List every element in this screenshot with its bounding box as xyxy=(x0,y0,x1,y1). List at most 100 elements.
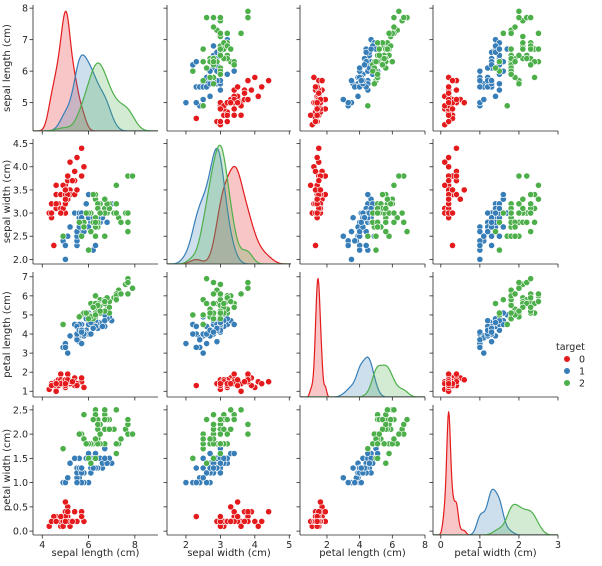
plot-area xyxy=(45,275,136,395)
data-point xyxy=(460,186,468,194)
data-point xyxy=(64,349,72,357)
data-point xyxy=(374,209,382,217)
data-point xyxy=(390,435,398,443)
data-point xyxy=(507,209,515,217)
data-point xyxy=(380,55,388,62)
data-point xyxy=(511,290,519,298)
x-tick-label: 1 xyxy=(477,540,483,551)
plot-area xyxy=(307,144,411,263)
data-point xyxy=(527,200,535,208)
data-point xyxy=(124,279,132,286)
data-point xyxy=(315,144,323,152)
data-point xyxy=(535,181,542,189)
data-point xyxy=(216,416,224,423)
data-point xyxy=(223,111,231,119)
panel-sepal-width-vs-petal-length xyxy=(296,139,426,268)
data-point xyxy=(189,454,197,462)
data-point xyxy=(64,508,72,516)
data-point xyxy=(189,330,197,338)
y-tick-label: 4.0 xyxy=(13,162,28,173)
data-point xyxy=(313,518,321,525)
data-point xyxy=(265,508,273,516)
data-point xyxy=(216,459,224,467)
data-point xyxy=(374,223,382,231)
kde-fill-2 xyxy=(167,145,291,264)
data-point xyxy=(312,83,319,91)
data-point xyxy=(78,144,86,152)
data-point xyxy=(117,435,125,443)
data-point xyxy=(527,275,535,283)
data-point xyxy=(339,232,347,240)
data-point xyxy=(364,232,372,240)
data-point xyxy=(227,298,235,305)
data-point xyxy=(92,232,99,240)
x-tick-label: 8 xyxy=(422,540,428,551)
data-point xyxy=(356,228,364,235)
data-point xyxy=(203,416,211,423)
data-point xyxy=(62,242,69,249)
data-point xyxy=(527,228,535,235)
data-point xyxy=(348,77,355,84)
data-point xyxy=(488,328,495,336)
data-point xyxy=(101,195,109,203)
data-point xyxy=(92,218,99,226)
data-point xyxy=(96,209,104,217)
legend-label-2: 2 xyxy=(579,379,585,390)
y-tick-label: 0.0 xyxy=(13,527,28,538)
data-point xyxy=(511,58,519,66)
data-point xyxy=(73,154,81,161)
plot-area xyxy=(45,144,136,263)
panel-sepal-length-vs-petal-width xyxy=(429,5,559,135)
data-point xyxy=(92,454,99,462)
data-point xyxy=(237,387,245,395)
data-point xyxy=(220,300,228,307)
data-point xyxy=(348,228,355,235)
data-point xyxy=(348,255,355,263)
data-point xyxy=(390,181,398,189)
data-point xyxy=(441,181,449,189)
data-point xyxy=(445,89,453,97)
data-point xyxy=(484,228,492,235)
kde-fill-0 xyxy=(167,166,291,264)
data-point xyxy=(527,303,535,311)
data-point xyxy=(62,380,69,388)
data-point xyxy=(511,232,519,240)
panel-sepal-width-vs-petal-width xyxy=(429,139,559,268)
data-point xyxy=(129,284,136,292)
data-point xyxy=(80,223,88,231)
kde-fill-1 xyxy=(33,54,158,131)
data-point xyxy=(182,479,190,487)
data-point xyxy=(390,406,398,414)
plot-area xyxy=(307,406,411,530)
data-point xyxy=(523,218,531,226)
panel-sepal-length-vs-sepal-width xyxy=(163,5,291,135)
x-tick-label: 4 xyxy=(357,540,363,551)
data-point xyxy=(124,228,132,235)
data-point xyxy=(52,380,60,388)
data-point xyxy=(535,195,542,203)
data-point xyxy=(216,309,224,317)
data-point xyxy=(511,23,519,31)
data-point xyxy=(251,74,259,81)
kde-line-0 xyxy=(433,411,558,535)
data-point xyxy=(244,7,252,15)
data-point xyxy=(445,111,453,119)
data-point xyxy=(403,228,411,235)
x-tick-label: 4 xyxy=(39,540,45,551)
data-point xyxy=(234,99,242,107)
data-point xyxy=(206,74,214,81)
data-point xyxy=(52,518,60,525)
y-tick-label: 2.5 xyxy=(13,232,28,243)
data-point xyxy=(210,464,217,472)
data-point xyxy=(374,454,382,462)
data-point xyxy=(87,330,95,338)
data-point xyxy=(71,168,79,175)
data-point xyxy=(62,186,69,194)
data-point xyxy=(384,195,391,203)
data-point xyxy=(244,14,252,21)
kde-fill-0 xyxy=(433,411,558,535)
data-point xyxy=(310,74,318,81)
data-point xyxy=(507,301,515,309)
kde-fill-2 xyxy=(433,504,558,535)
data-point xyxy=(339,96,347,103)
